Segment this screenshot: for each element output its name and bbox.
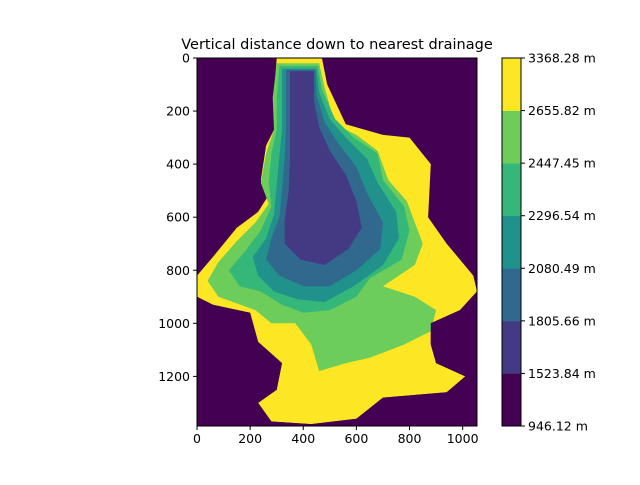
plot-frame bbox=[196, 57, 478, 427]
colorbar-segment bbox=[502, 373, 521, 427]
x-tick-label: 400 bbox=[291, 431, 315, 446]
y-tick-label: 800 bbox=[166, 263, 190, 278]
colorbar-label: 2447.45 m bbox=[528, 156, 596, 171]
x-tick-label: 1000 bbox=[447, 431, 479, 446]
map-image bbox=[197, 58, 477, 426]
x-axis: 0 200 400 600 800 1000 bbox=[193, 426, 479, 446]
chart-title: Vertical distance down to nearest draina… bbox=[181, 37, 493, 53]
colorbar-label: 1523.84 m bbox=[528, 366, 596, 381]
x-tick-label: 600 bbox=[344, 431, 368, 446]
y-tick-label: 400 bbox=[166, 157, 190, 172]
x-tick-label: 200 bbox=[238, 431, 262, 446]
colorbar-segment bbox=[502, 110, 521, 164]
y-tick-label: 1200 bbox=[158, 369, 190, 384]
colorbar-frame bbox=[501, 57, 522, 427]
colorbar: 946.12 m 1523.84 m 1805.66 m 2080.49 m 2296.… bbox=[501, 51, 596, 434]
x-tick-label: 800 bbox=[398, 431, 422, 446]
y-tick-label: 200 bbox=[166, 104, 190, 119]
colorbar-segment bbox=[502, 163, 521, 217]
y-tick-label: 1000 bbox=[158, 316, 190, 331]
colorbar-segment bbox=[502, 58, 521, 111]
elevation-region-low bbox=[197, 58, 477, 426]
colorbar-label: 946.12 m bbox=[528, 419, 588, 434]
colorbar-segment bbox=[502, 268, 521, 322]
y-axis: 0 200 400 600 800 1000 1200 bbox=[158, 51, 197, 384]
colorbar-label: 2296.54 m bbox=[528, 208, 596, 223]
colorbar-segment bbox=[502, 320, 521, 374]
colorbar-segment bbox=[502, 215, 521, 269]
colorbar-label: 2655.82 m bbox=[528, 103, 596, 118]
colorbar-label: 3368.28 m bbox=[528, 51, 596, 66]
y-tick-label: 600 bbox=[166, 210, 190, 225]
x-tick-label: 0 bbox=[193, 431, 201, 446]
elevation-region bbox=[284, 71, 362, 265]
colorbar-label: 1805.66 m bbox=[528, 313, 596, 328]
y-tick-label: 0 bbox=[182, 51, 190, 66]
colorbar-label: 2080.49 m bbox=[528, 261, 596, 276]
